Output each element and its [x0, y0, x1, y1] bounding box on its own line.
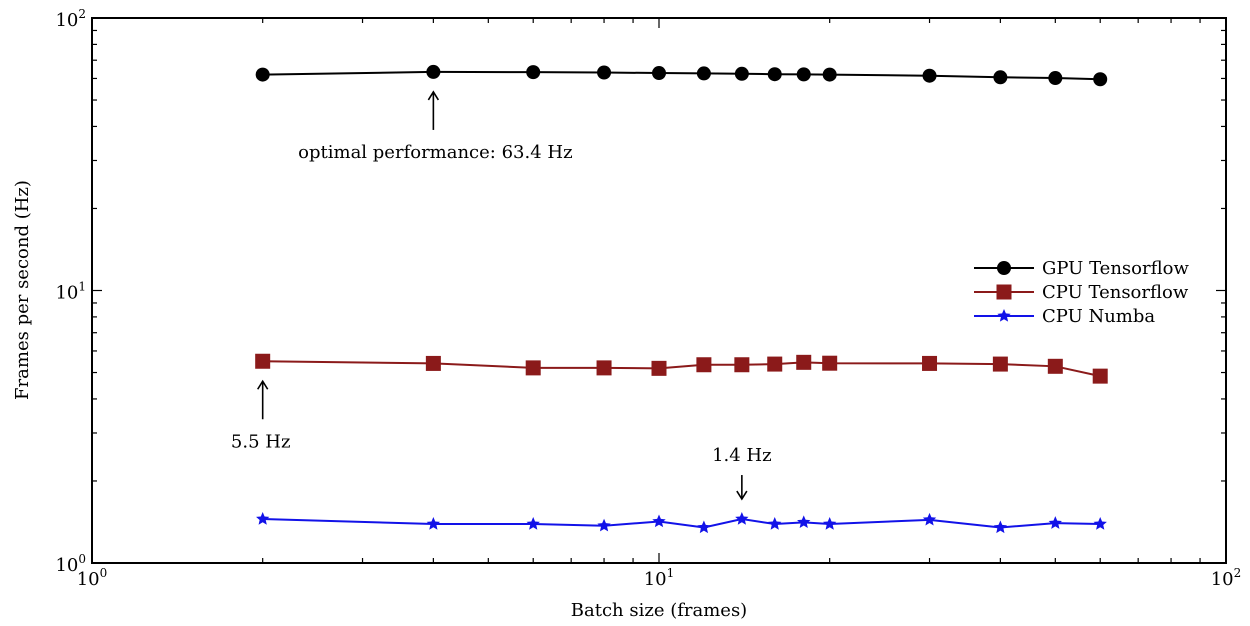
data-point	[597, 65, 612, 80]
data-point	[1047, 358, 1063, 374]
legend-entry: CPU Numba	[974, 306, 1155, 327]
data-point	[735, 512, 749, 525]
data-point	[1048, 516, 1062, 529]
data-point	[822, 67, 837, 82]
annotations: optimal performance: 63.4 Hz 5.5 Hz 1.4 Hz	[231, 90, 772, 501]
legend-marker	[997, 261, 1011, 275]
legend-marker	[996, 284, 1012, 300]
legend-entry: GPU Tensorflow	[974, 258, 1189, 279]
data-point	[823, 517, 837, 530]
data-point	[993, 520, 1008, 534]
data-point	[652, 514, 666, 528]
annotation-arrow	[736, 475, 748, 501]
y-axis-title: Frames per second (Hz)	[12, 180, 33, 400]
annotation-label: 5.5 Hz	[231, 431, 291, 452]
data-point	[993, 70, 1008, 85]
series-1	[255, 353, 1108, 384]
arrow-head	[736, 490, 748, 501]
x-tick-label: 100	[77, 566, 108, 590]
series-2	[256, 512, 1107, 534]
x-tick-label: 102	[1211, 566, 1242, 590]
data-point	[426, 64, 441, 79]
data-point	[796, 354, 812, 370]
legend-label: GPU Tensorflow	[1042, 258, 1189, 279]
data-point	[922, 68, 937, 83]
annotation-label: optimal performance: 63.4 Hz	[298, 142, 572, 163]
y-tick-label: 102	[55, 7, 86, 31]
data-point	[734, 66, 749, 81]
legend-entry: CPU Tensorflow	[974, 282, 1189, 303]
y-tick-label: 100	[55, 552, 86, 576]
data-point	[526, 65, 541, 80]
series-line	[262, 70, 1101, 81]
data-point	[696, 357, 712, 373]
annotation-arrow	[427, 90, 440, 130]
axis-ticks	[91, 18, 1226, 564]
data-point	[255, 353, 271, 369]
series-layer	[255, 64, 1108, 534]
data-point	[525, 360, 541, 376]
data-point	[526, 517, 540, 530]
data-point	[1093, 72, 1108, 87]
x-tick-label: 101	[644, 566, 675, 590]
data-point	[597, 518, 611, 532]
data-point	[596, 360, 612, 376]
data-point	[922, 355, 938, 371]
data-point	[1092, 368, 1108, 384]
data-point	[796, 67, 811, 82]
data-point	[767, 67, 782, 82]
arrow-head	[257, 379, 269, 390]
data-point	[992, 356, 1008, 372]
legend-label: CPU Numba	[1042, 306, 1155, 327]
data-point	[797, 515, 811, 528]
data-point	[255, 67, 270, 82]
arrow-head	[427, 90, 440, 101]
data-point	[734, 357, 750, 373]
annotation-label: 1.4 Hz	[712, 445, 772, 466]
data-point	[1048, 71, 1063, 86]
data-point	[651, 360, 667, 376]
data-point	[426, 517, 441, 530]
x-axis-title: Batch size (frames)	[571, 600, 747, 621]
data-point	[256, 512, 270, 525]
data-point	[1093, 517, 1107, 530]
annotation-arrow	[257, 379, 269, 420]
data-point	[822, 355, 838, 371]
tick-labels: 100 101 102 100 101 102	[55, 7, 1241, 590]
data-point	[768, 517, 782, 530]
series-line	[262, 360, 1101, 378]
legend: GPU Tensorflow CPU Tensorflow CPU Numba	[974, 258, 1189, 327]
data-point	[767, 356, 783, 372]
data-point	[696, 66, 711, 81]
legend-marker	[997, 309, 1011, 322]
data-point	[697, 520, 711, 534]
series-line	[262, 518, 1101, 529]
data-point	[652, 66, 666, 81]
data-point	[922, 512, 937, 526]
data-point	[425, 355, 441, 371]
legend-label: CPU Tensorflow	[1042, 282, 1189, 303]
series-0	[255, 64, 1108, 87]
y-tick-label: 101	[55, 280, 86, 304]
